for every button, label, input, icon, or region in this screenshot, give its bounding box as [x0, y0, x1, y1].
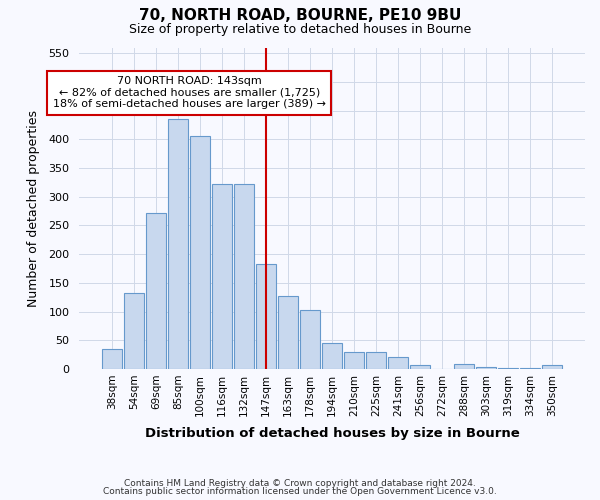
Bar [344, 352, 364, 369]
Bar [476, 367, 496, 369]
Bar [124, 293, 145, 369]
Bar [410, 365, 430, 369]
Text: 70, NORTH ROAD, BOURNE, PE10 9BU: 70, NORTH ROAD, BOURNE, PE10 9BU [139, 8, 461, 22]
Text: Contains public sector information licensed under the Open Government Licence v3: Contains public sector information licen… [103, 487, 497, 496]
Bar [300, 310, 320, 369]
Bar [520, 368, 540, 369]
Bar [454, 364, 474, 369]
Bar [168, 119, 188, 369]
Bar [542, 366, 562, 369]
Bar [256, 264, 276, 369]
Bar [366, 352, 386, 369]
Bar [190, 136, 211, 369]
Bar [278, 296, 298, 369]
Bar [498, 368, 518, 369]
Bar [234, 184, 254, 369]
Bar [102, 349, 122, 369]
Text: Contains HM Land Registry data © Crown copyright and database right 2024.: Contains HM Land Registry data © Crown c… [124, 478, 476, 488]
Text: 70 NORTH ROAD: 143sqm
← 82% of detached houses are smaller (1,725)
18% of semi-d: 70 NORTH ROAD: 143sqm ← 82% of detached … [53, 76, 326, 110]
Bar [212, 184, 232, 369]
Y-axis label: Number of detached properties: Number of detached properties [27, 110, 40, 306]
Text: Size of property relative to detached houses in Bourne: Size of property relative to detached ho… [129, 22, 471, 36]
X-axis label: Distribution of detached houses by size in Bourne: Distribution of detached houses by size … [145, 427, 520, 440]
Bar [388, 358, 408, 369]
Bar [146, 213, 166, 369]
Bar [322, 342, 342, 369]
